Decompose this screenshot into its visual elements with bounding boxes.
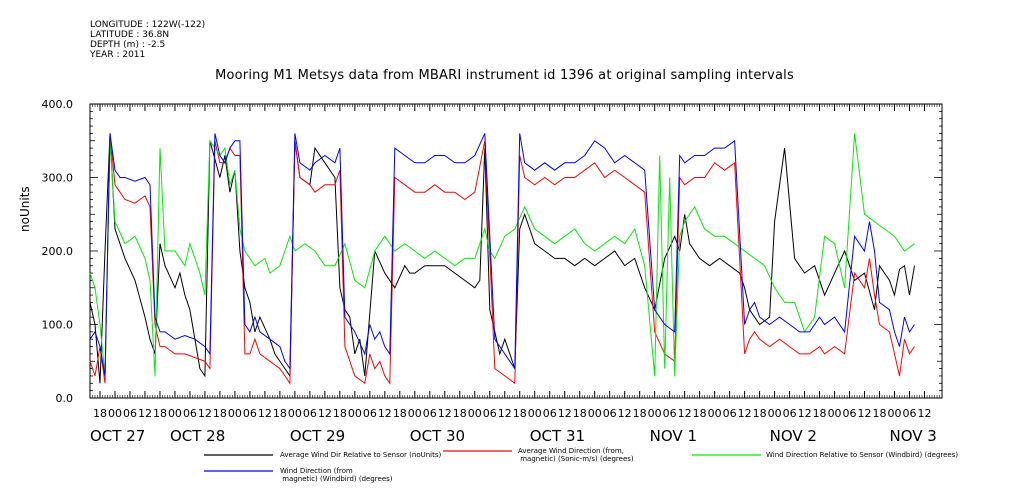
- x-tick-label: 06: [183, 407, 197, 420]
- x-tick-label: 06: [603, 407, 617, 420]
- x-tick-label: 12: [378, 407, 392, 420]
- chart-title: Mooring M1 Metsys data from MBARI instru…: [215, 68, 794, 83]
- x-date-label: NOV 1: [650, 427, 697, 445]
- x-tick-label: 00: [288, 407, 302, 420]
- x-tick-label: 12: [318, 407, 332, 420]
- x-tick-label: 06: [903, 407, 917, 420]
- series-line-0: [89, 133, 915, 384]
- x-tick-label: 12: [558, 407, 572, 420]
- x-tick-label: 12: [918, 407, 932, 420]
- y-tick-label: 100.0: [42, 319, 74, 332]
- series-line-1: [89, 133, 915, 385]
- x-tick-label: 12: [438, 407, 452, 420]
- x-tick-label: 00: [408, 407, 422, 420]
- x-tick-label: 18: [633, 407, 647, 420]
- x-tick-label: 18: [573, 407, 587, 420]
- x-tick-label: 18: [333, 407, 347, 420]
- x-tick-label: 18: [453, 407, 467, 420]
- y-tick-label: 400.0: [42, 98, 74, 111]
- x-tick-label: 18: [93, 407, 107, 420]
- x-tick-label: 18: [693, 407, 707, 420]
- x-date-label: NOV 2: [770, 427, 817, 445]
- x-tick-label: 18: [213, 407, 227, 420]
- depth-text: DEPTH (m) : -2.5: [90, 40, 166, 50]
- x-tick-label: 00: [828, 407, 842, 420]
- longitude-text: LONGITUDE : 122W(-122): [90, 20, 206, 30]
- x-tick-label: 00: [588, 407, 602, 420]
- x-date-label: OCT 31: [530, 427, 585, 445]
- x-tick-label: 00: [108, 407, 122, 420]
- x-tick-label: 06: [663, 407, 677, 420]
- y-tick-label: 200.0: [42, 245, 74, 258]
- x-tick-label: 18: [153, 407, 167, 420]
- x-tick-label: 18: [393, 407, 407, 420]
- x-tick-label: 06: [483, 407, 497, 420]
- x-tick-label: 12: [198, 407, 212, 420]
- x-tick-label: 06: [843, 407, 857, 420]
- y-tick-label: 0.0: [56, 392, 74, 405]
- x-tick-label: 06: [783, 407, 797, 420]
- x-tick-label: 12: [618, 407, 632, 420]
- x-tick-label: 00: [768, 407, 782, 420]
- x-tick-label: 18: [273, 407, 287, 420]
- x-tick-label: 12: [738, 407, 752, 420]
- x-tick-label: 18: [513, 407, 527, 420]
- legend-label-black: Average Wind Dir Relative to Sensor (noU…: [280, 451, 442, 459]
- x-tick-label: 00: [528, 407, 542, 420]
- x-tick-label: 06: [363, 407, 377, 420]
- latitude-text: LATITUDE : 36.8N: [90, 30, 170, 40]
- x-tick-label: 12: [678, 407, 692, 420]
- x-tick-label: 18: [813, 407, 827, 420]
- x-tick-label: 00: [348, 407, 362, 420]
- x-tick-label: 00: [708, 407, 722, 420]
- x-tick-label: 06: [723, 407, 737, 420]
- x-tick-label: 12: [258, 407, 272, 420]
- x-date-label: OCT 30: [410, 427, 465, 445]
- x-tick-label: 06: [543, 407, 557, 420]
- year-text: YEAR : 2011: [90, 50, 146, 60]
- x-tick-label: 12: [798, 407, 812, 420]
- legend-label-blue: Wind Direction (from magnetic) (Windbird…: [280, 467, 393, 483]
- x-tick-label: 00: [168, 407, 182, 420]
- x-tick-label: 06: [423, 407, 437, 420]
- x-tick-label: 12: [858, 407, 872, 420]
- x-tick-label: 18: [873, 407, 887, 420]
- x-tick-label: 18: [753, 407, 767, 420]
- x-tick-label: 06: [123, 407, 137, 420]
- legend-label-green: Wind Direction Relative to Sensor (Windb…: [766, 451, 959, 459]
- x-date-label: NOV 3: [890, 427, 937, 445]
- x-date-label: OCT 28: [170, 427, 225, 445]
- series-line-2: [89, 133, 915, 376]
- y-tick-label: 300.0: [42, 172, 74, 185]
- x-tick-label: 00: [888, 407, 902, 420]
- x-tick-label: 12: [138, 407, 152, 420]
- x-tick-label: 00: [228, 407, 242, 420]
- x-date-label: OCT 27: [90, 427, 145, 445]
- x-tick-label: 06: [243, 407, 257, 420]
- x-date-label: OCT 29: [290, 427, 345, 445]
- x-tick-label: 00: [468, 407, 482, 420]
- series-line-3: [89, 133, 915, 376]
- x-tick-label: 06: [303, 407, 317, 420]
- x-tick-label: 00: [648, 407, 662, 420]
- x-tick-label: 12: [498, 407, 512, 420]
- legend-label-red: Average Wind Direction (from, magnetic) …: [518, 447, 634, 463]
